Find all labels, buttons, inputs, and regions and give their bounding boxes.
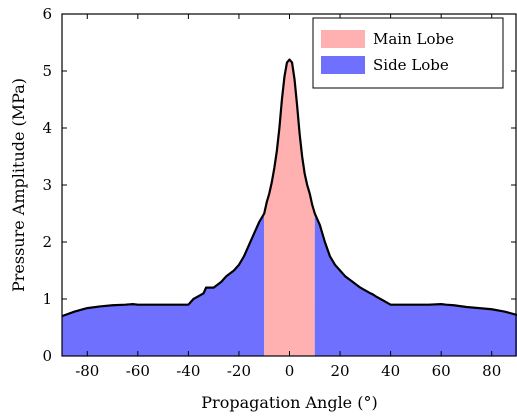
y-tick-label: 6 <box>42 5 52 23</box>
x-axis-label: Propagation Angle (°) <box>201 393 377 412</box>
legend-swatch-side-lobe <box>321 56 365 74</box>
legend-box <box>312 17 504 89</box>
legend-label-side-lobe: Side Lobe <box>373 56 449 74</box>
legend-swatch-main-lobe <box>321 30 365 48</box>
x-tick-label: -80 <box>75 362 99 380</box>
y-tick-label: 0 <box>42 347 52 365</box>
x-tick-label: 80 <box>482 362 501 380</box>
amplitude-curve <box>61 58 517 318</box>
curve-layer <box>61 58 517 318</box>
main-lobe-area <box>264 59 315 356</box>
x-tick-label: -20 <box>227 362 251 380</box>
side-lobe-right-area <box>314 213 517 356</box>
y-tick-label: 2 <box>42 233 52 251</box>
y-axis-label: Pressure Amplitude (MPa) <box>9 78 28 292</box>
x-tick-label: -40 <box>176 362 200 380</box>
side-lobe-left-area <box>62 213 265 356</box>
y-tick-label: 3 <box>42 176 52 194</box>
y-tick-label: 5 <box>42 62 52 80</box>
y-tick-label: 1 <box>42 290 52 308</box>
x-tick-label: 40 <box>381 362 400 380</box>
legend-label-main-lobe: Main Lobe <box>373 30 454 48</box>
x-tick-label: -60 <box>126 362 150 380</box>
x-tick-label: 20 <box>331 362 350 380</box>
chart-areas <box>62 59 517 356</box>
legend: Main Lobe Side Lobe <box>312 17 504 89</box>
x-tick-label: 0 <box>285 362 295 380</box>
axis-ticks: -80 -60 -40 -20 0 20 40 60 80 0 1 2 3 4 5 6 <box>42 5 516 380</box>
y-tick-label: 4 <box>42 119 52 137</box>
x-tick-label: 60 <box>432 362 451 380</box>
